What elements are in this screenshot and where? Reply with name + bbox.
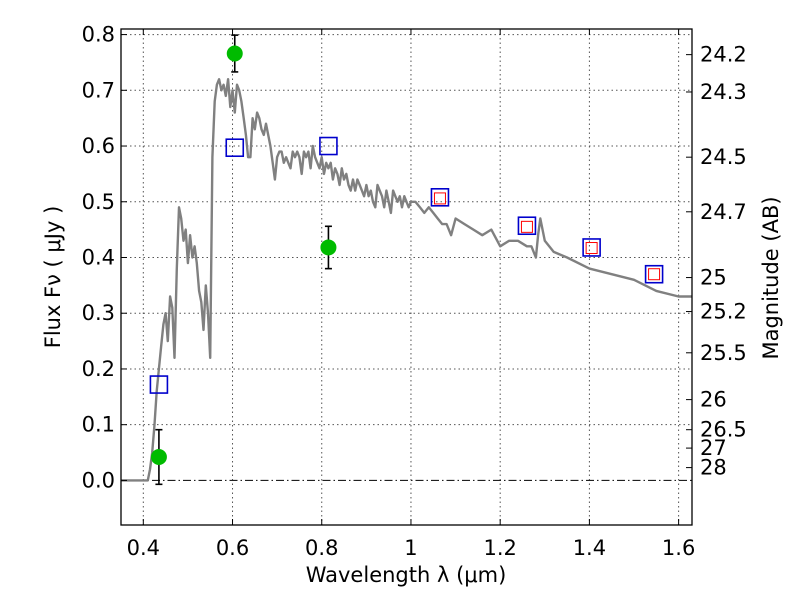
- right-tick-label: 24.3: [700, 80, 747, 104]
- x-tick-label: 0.6: [216, 536, 249, 560]
- y-tick-label: 0.0: [82, 468, 115, 492]
- y-tick-label: 0.1: [82, 413, 115, 437]
- predicted-square: [648, 268, 661, 281]
- x-tick-label: 1.4: [573, 536, 606, 560]
- y-axis-title: Flux Fν ( μJy ): [41, 206, 65, 349]
- right-tick-label: 26: [700, 388, 727, 412]
- ticks: 0.4 0.6 0.8 1 1.2 1.4 1.6 0.0 0.1 0.2 0.3 0.4 0.5 0.6…: [82, 23, 747, 560]
- model-square: [225, 138, 245, 158]
- right-tick-label: 24.7: [700, 200, 747, 224]
- model-sed-line: [121, 77, 692, 482]
- predicted-square: [433, 192, 446, 205]
- model-square: [319, 136, 338, 156]
- y-tick-label: 0.2: [82, 357, 115, 381]
- right-tick-label: 27: [700, 436, 727, 460]
- right-tick-label: 25.2: [700, 300, 747, 324]
- model-sed-layer: [121, 77, 692, 482]
- y-tick-label: 0.5: [82, 190, 115, 214]
- y-tick-label: 0.3: [82, 301, 115, 325]
- x-tick-label: 1: [404, 536, 417, 560]
- observed-point: [226, 45, 243, 62]
- right-tick-label: 26.5: [700, 418, 747, 442]
- right-tick-label: 25.5: [700, 341, 747, 365]
- model-square: [644, 264, 664, 284]
- grid: [121, 29, 692, 525]
- right-tick-label: 24.2: [700, 43, 747, 67]
- observed-point: [320, 239, 337, 256]
- y-tick-label: 0.8: [82, 23, 115, 47]
- predicted-square: [585, 242, 598, 255]
- y-tick-label: 0.7: [82, 78, 115, 102]
- right-tick-label: 28: [700, 456, 727, 480]
- model-square: [430, 188, 450, 207]
- y-tick-label: 0.6: [82, 134, 115, 158]
- y-tick-label: 0.4: [82, 245, 115, 269]
- model-square: [517, 216, 537, 236]
- model-square: [582, 238, 601, 257]
- marker-layer: [149, 34, 664, 486]
- right-tick-label: 24.5: [700, 145, 747, 169]
- model-square: [149, 375, 169, 394]
- x-tick-label: 1.2: [483, 536, 516, 560]
- right-axis-title: Magnitude (AB): [759, 196, 783, 359]
- x-tick-label: 1.6: [662, 536, 695, 560]
- x-tick-label: 0.4: [127, 536, 160, 560]
- observed-point: [150, 449, 167, 466]
- x-axis-title: Wavelength λ (μm): [306, 563, 507, 587]
- predicted-square: [520, 220, 533, 233]
- right-tick-label: 25: [700, 266, 727, 290]
- plot-frame: [120, 28, 693, 526]
- x-tick-label: 0.8: [305, 536, 338, 560]
